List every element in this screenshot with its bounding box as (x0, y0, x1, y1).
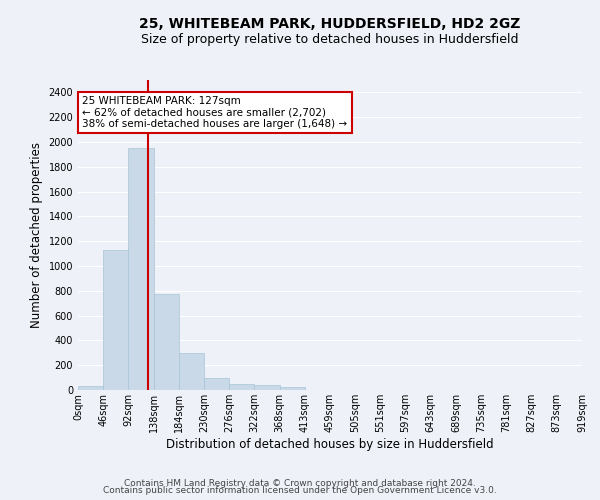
X-axis label: Distribution of detached houses by size in Huddersfield: Distribution of detached houses by size … (166, 438, 494, 450)
Bar (128, 148, 154, 390)
Text: Contains public sector information licensed under the Open Government Licence v3: Contains public sector information licen… (103, 486, 497, 495)
Text: 25 WHITEBEAM PARK: 127sqm
← 62% of detached houses are smaller (2,702)
38% of se: 25 WHITEBEAM PARK: 127sqm ← 62% of detac… (82, 96, 347, 130)
Bar (154, 294, 179, 390)
Bar (179, 353, 204, 390)
Bar (78, 386, 103, 390)
Bar (103, 250, 128, 390)
Text: 25, WHITEBEAM PARK, HUDDERSFIELD, HD2 2GZ: 25, WHITEBEAM PARK, HUDDERSFIELD, HD2 2G… (139, 18, 521, 32)
Text: Contains HM Land Registry data © Crown copyright and database right 2024.: Contains HM Land Registry data © Crown c… (124, 478, 476, 488)
Bar (254, 386, 280, 390)
Bar (204, 378, 229, 390)
Bar (229, 384, 254, 390)
Text: Size of property relative to detached houses in Huddersfield: Size of property relative to detached ho… (141, 32, 519, 46)
Y-axis label: Number of detached properties: Number of detached properties (30, 142, 43, 328)
Bar (280, 387, 305, 390)
